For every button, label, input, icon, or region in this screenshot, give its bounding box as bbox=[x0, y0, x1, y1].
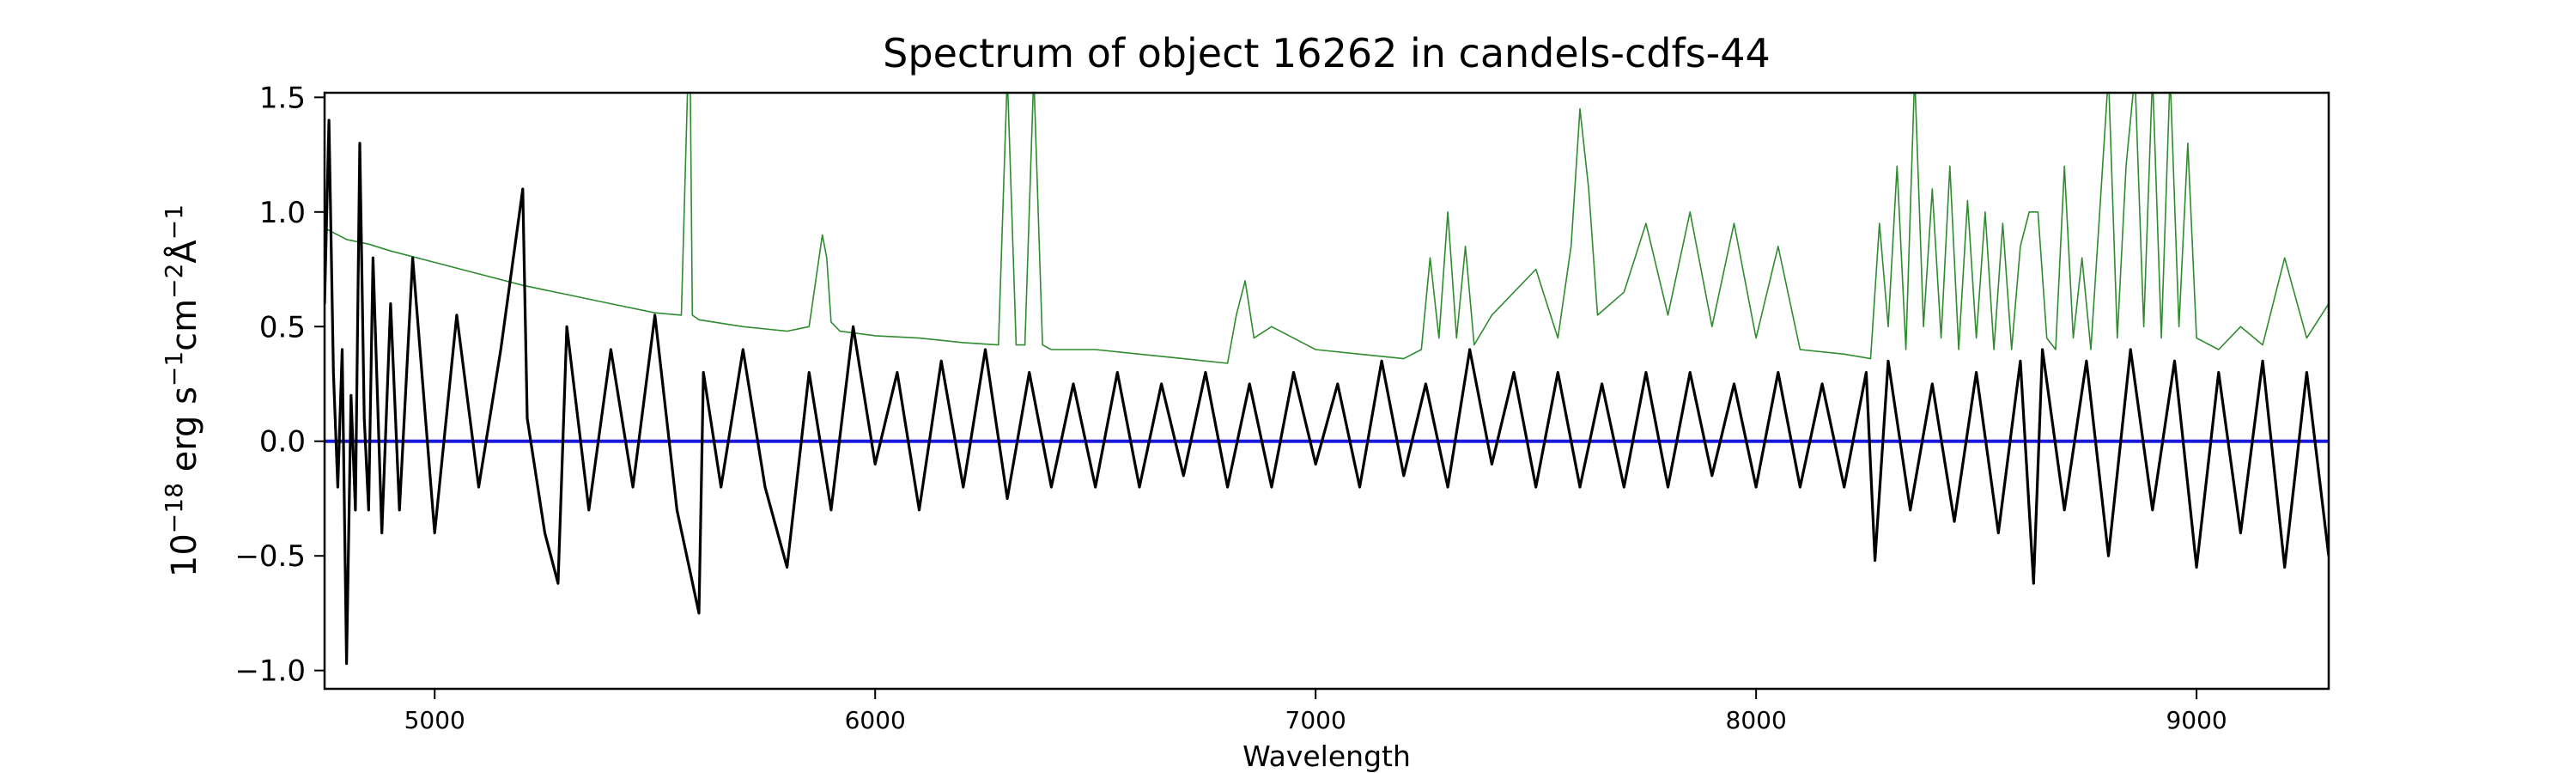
y-label-t1: erg s bbox=[165, 386, 204, 483]
x-tick-label: 9000 bbox=[2166, 706, 2227, 734]
y-tick-label: 0.5 bbox=[259, 310, 306, 344]
chart-title: Spectrum of object 16262 in candels-cdfs… bbox=[883, 30, 1771, 76]
y-tick-label: −0.5 bbox=[234, 539, 306, 574]
plot-area bbox=[323, 91, 2330, 691]
y-label-exp1: −18 bbox=[160, 483, 188, 533]
x-tick-label: 8000 bbox=[1726, 706, 1787, 734]
x-axis-label: Wavelength bbox=[1242, 740, 1411, 773]
y-tick-label: 0.0 bbox=[259, 425, 306, 460]
series-line-model bbox=[325, 93, 2329, 364]
y-label-exp3: −2 bbox=[160, 264, 188, 299]
y-label-base: 10 bbox=[165, 533, 204, 577]
y-label-t2: cm bbox=[165, 299, 204, 351]
x-tick-label: 7000 bbox=[1285, 706, 1346, 734]
x-tick-label: 6000 bbox=[845, 706, 906, 734]
y-label-exp4: −1 bbox=[160, 204, 188, 240]
y-axis: −1.0 −0.5 0.0 0.5 1.0 1.5 bbox=[234, 81, 325, 689]
x-tick-label: 5000 bbox=[404, 706, 465, 734]
plot-frame bbox=[323, 91, 2330, 691]
y-axis-label: 10−18 erg s−1cm−2Å−1 bbox=[160, 204, 204, 577]
x-axis: 5000 6000 7000 8000 9000 bbox=[404, 689, 2227, 734]
y-label-exp2: −1 bbox=[160, 351, 188, 386]
y-tick-label: −1.0 bbox=[234, 654, 306, 689]
y-label-t3: Å bbox=[163, 240, 204, 264]
y-tick-label: 1.0 bbox=[259, 196, 306, 230]
series-line-flux bbox=[325, 119, 2329, 666]
y-tick-label: 1.5 bbox=[259, 81, 306, 115]
